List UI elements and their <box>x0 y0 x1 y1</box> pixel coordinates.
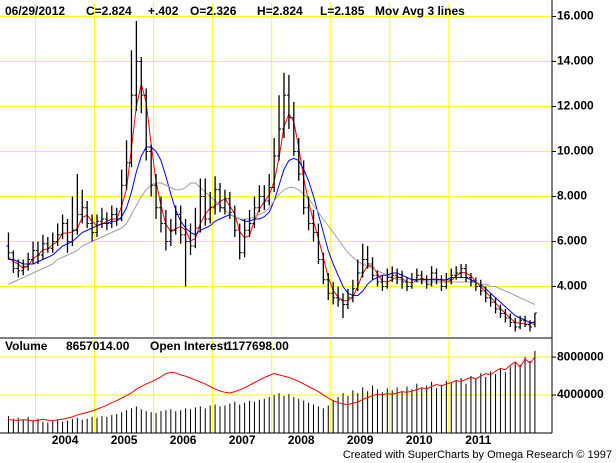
open-interest-line <box>8 356 536 422</box>
legend-name: Open Interest <box>150 339 227 353</box>
x-tick-label: 2007 <box>229 433 256 447</box>
header-text: 06/29/2012 <box>5 4 65 18</box>
legend-name: Volume <box>5 339 48 353</box>
y-tick-label: 14.000 <box>557 54 594 68</box>
y-tick-label: 6.000 <box>557 234 587 248</box>
x-tick-label: 2011 <box>465 433 491 447</box>
x-tick-label: 2005 <box>111 433 138 447</box>
y-tick-label: 4000000 <box>557 387 604 401</box>
y-tick-label: 12.000 <box>557 99 594 113</box>
x-tick-label: 2004 <box>52 433 79 447</box>
credit: Created with SuperCharts by Omega Resear… <box>343 449 612 461</box>
header-text: L=2.185 <box>320 4 365 18</box>
y-tick-label: 16.000 <box>557 9 594 23</box>
header-text: +.402 <box>148 4 179 18</box>
header-text: O=2.326 <box>190 4 237 18</box>
y-tick-label: 10.000 <box>557 144 594 158</box>
x-tick-label: 2008 <box>288 433 315 447</box>
y-tick-label: 8.000 <box>557 189 587 203</box>
y-tick-label: 4.000 <box>557 279 587 293</box>
header-text: C=2.824 <box>86 4 132 18</box>
x-tick-label: 2010 <box>406 433 433 447</box>
x-tick-label: 2009 <box>347 433 374 447</box>
header-text: H=2.824 <box>257 4 303 18</box>
x-tick-label: 2006 <box>170 433 197 447</box>
y-tick-label: 8000000 <box>557 349 604 363</box>
moving-average <box>8 182 536 305</box>
legend-value: 1177698.00 <box>226 339 289 353</box>
header-text: Mov Avg 3 lines <box>375 4 465 18</box>
legend-value: 8657014.00 <box>66 339 130 353</box>
